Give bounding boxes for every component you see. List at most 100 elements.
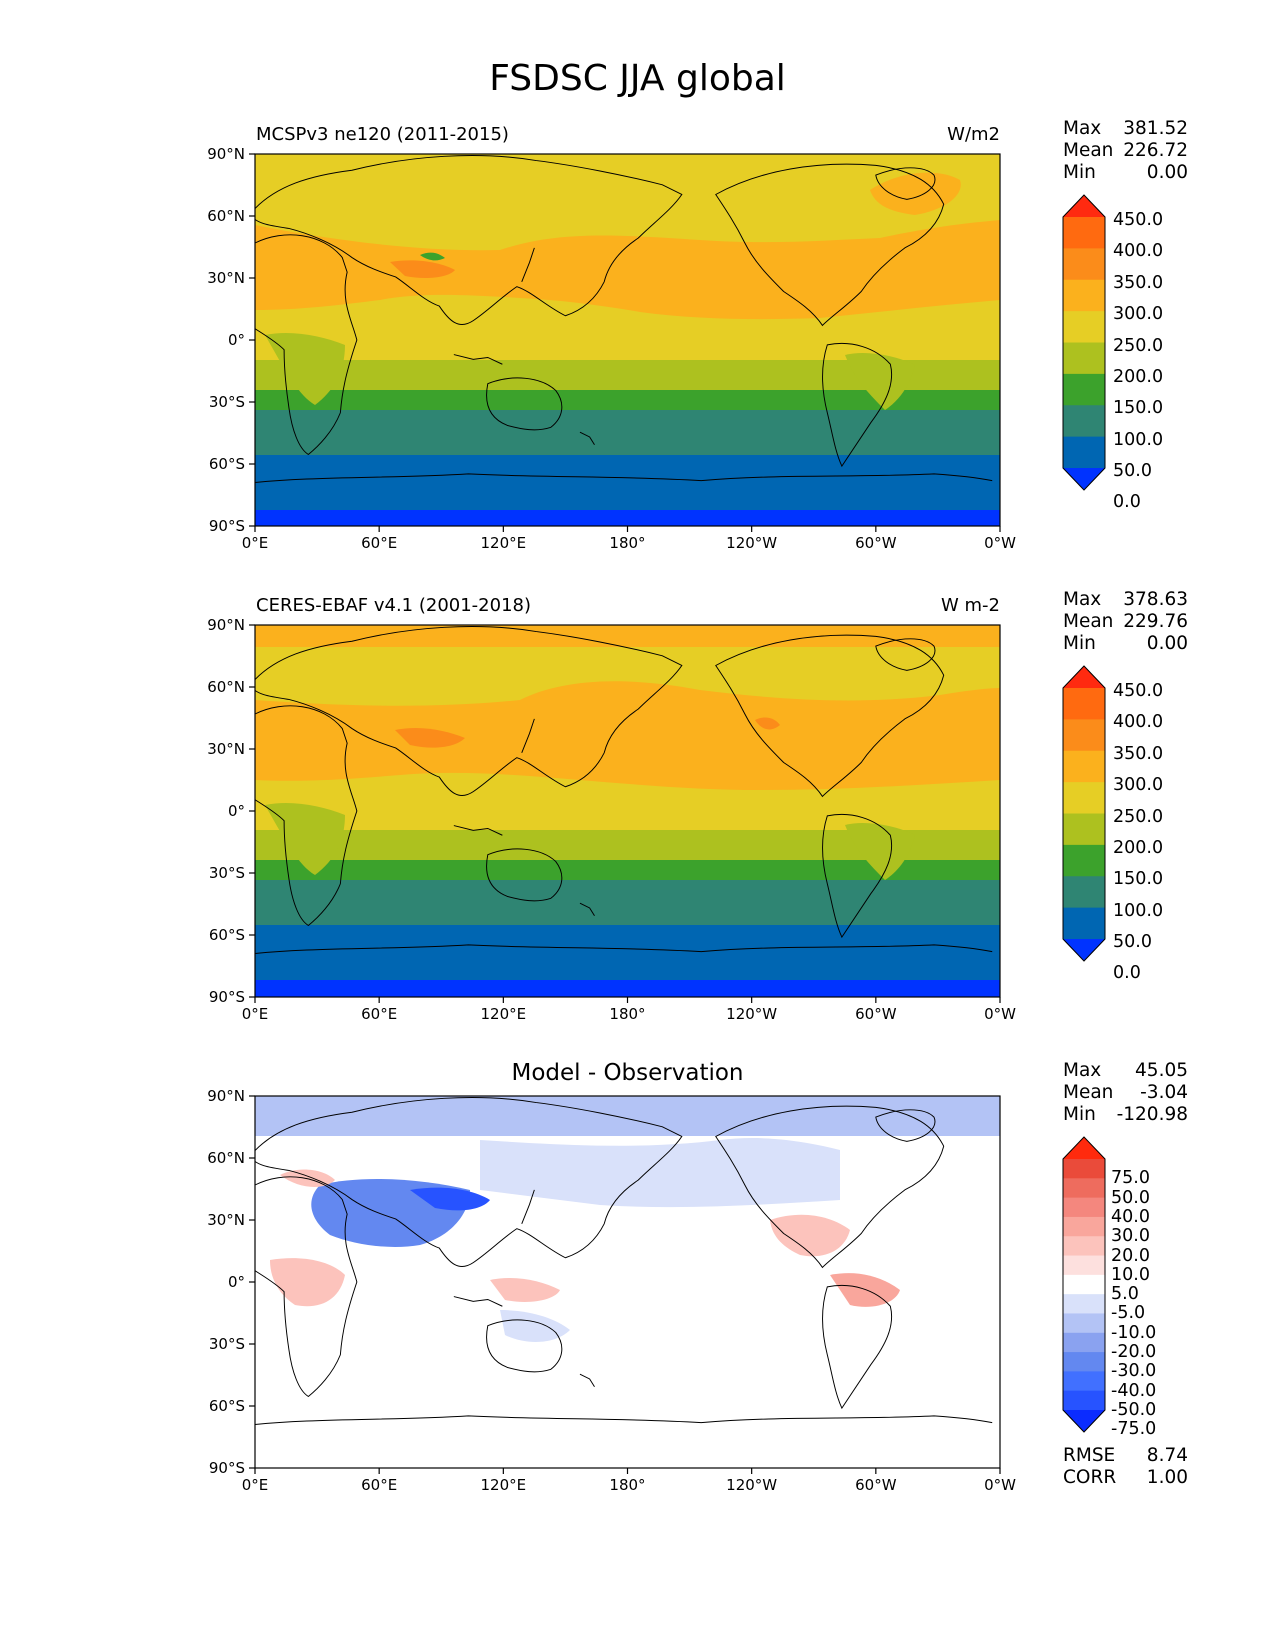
lat-tick-label: 60°N [207, 678, 245, 696]
stat-label: Max [1063, 118, 1102, 139]
colorbar-extend-min [1063, 1410, 1105, 1432]
stat-label: Min [1063, 162, 1096, 183]
lat-tick-label: 60°S [208, 1397, 245, 1415]
colorbar-swatch [1063, 1236, 1105, 1257]
colorbar-model [1062, 194, 1106, 491]
lat-tick-label: 30°N [207, 269, 245, 287]
colorbar-label: 450.0 [1113, 210, 1164, 230]
diff-metrics: RMSE 8.74 CORR 1.00 [1063, 1445, 1188, 1489]
lat-tick-label: 30°S [208, 393, 245, 411]
colorbar-swatch [1063, 248, 1105, 281]
colorbar-label: 100.0 [1113, 900, 1164, 921]
lon-tick-label: 60°E [361, 1005, 398, 1023]
lat-tick-label: 90°N [207, 616, 245, 634]
colorbar-swatch [1063, 405, 1105, 438]
colorbar-swatch [1063, 907, 1105, 940]
metric-label: CORR [1063, 1467, 1117, 1488]
model-field [255, 154, 1000, 526]
colorbars [1062, 194, 1106, 1433]
colorbar-swatch [1063, 750, 1105, 783]
colorbar-outline [1062, 1136, 1106, 1433]
stat-label: Max [1063, 1060, 1102, 1081]
axis-tick-marks [249, 153, 1001, 1474]
lat-tick-label: 0° [227, 331, 245, 349]
colorbar-swatch [1063, 1274, 1105, 1295]
stat-min: 0.00 [1146, 162, 1188, 183]
colorbar-label: -5.0 [1111, 1303, 1146, 1324]
colorbar-extend-min [1063, 468, 1105, 490]
metric-rmse: 8.74 [1146, 1445, 1188, 1466]
colorbar-label: 0.0 [1113, 963, 1141, 984]
stat-label: Mean [1063, 611, 1114, 632]
colorbar-label: 450.0 [1113, 681, 1164, 701]
stat-min: -120.98 [1116, 1104, 1188, 1125]
colorbar-swatch [1063, 436, 1105, 469]
lat-tick-label: 90°N [207, 1087, 245, 1105]
metric-corr: 1.00 [1146, 1467, 1188, 1488]
lon-tick-label: 0°W [984, 1005, 1016, 1023]
panel-model-units: W/m2 [947, 124, 1000, 145]
lon-tick-label: 60°W [855, 534, 897, 552]
panel-model-title: MCSPv3 ne120 (2011-2015) [256, 124, 509, 145]
colorbar-swatch [1063, 217, 1105, 249]
diff-stats: Max 45.05 Mean -3.04 Min -120.98 [1063, 1060, 1188, 1126]
colorbar-label: 300.0 [1113, 775, 1164, 796]
lat-tick-label: 30°N [207, 1211, 245, 1229]
colorbar-extend-min [1063, 939, 1105, 961]
stat-max: 45.05 [1135, 1060, 1188, 1081]
colorbar-swatch [1063, 1313, 1105, 1334]
lat-tick-label: 30°S [208, 1335, 245, 1353]
lon-tick-label: 60°E [361, 534, 398, 552]
lon-tick-label: 0°E [241, 534, 269, 552]
lon-tick-label: 120°W [726, 534, 778, 552]
colorbar-label: 300.0 [1113, 304, 1164, 325]
colorbar-swatch [1063, 782, 1105, 814]
stat-mean: 229.76 [1123, 611, 1188, 632]
colorbar-swatch [1063, 813, 1105, 846]
lon-tick-label: 180° [609, 534, 646, 552]
colorbar-swatch [1063, 1197, 1105, 1218]
stat-min: 0.00 [1146, 633, 1188, 654]
colorbar-swatch [1063, 1159, 1105, 1179]
obs-stats: Max 378.63 Mean 229.76 Min 0.00 [1063, 589, 1188, 655]
lat-tick-label: 0° [227, 802, 245, 820]
colorbar-label: -30.0 [1111, 1361, 1157, 1382]
model-stats: Max 381.52 Mean 226.72 Min 0.00 [1063, 118, 1188, 184]
colorbar-swatch [1063, 688, 1105, 720]
map-panel-diff [254, 1095, 1001, 1469]
colorbar-swatch [1063, 844, 1105, 877]
lon-tick-label: 0°E [241, 1476, 269, 1494]
lon-tick-label: 180° [609, 1005, 646, 1023]
lon-tick-label: 0°W [984, 1476, 1016, 1494]
lon-tick-label: 120°W [726, 1476, 778, 1494]
lon-tick-label: 60°E [361, 1476, 398, 1494]
lat-tick-label: 60°N [207, 207, 245, 225]
colorbar-extend-max [1063, 1137, 1105, 1159]
stat-label: Mean [1063, 1082, 1114, 1103]
colorbar-label: 40.0 [1111, 1206, 1150, 1227]
lat-tick-label: 30°S [208, 864, 245, 882]
colorbar-label: 20.0 [1111, 1245, 1150, 1266]
lat-tick-label: 90°S [208, 1459, 245, 1477]
colorbar-outline [1062, 665, 1106, 962]
stat-label: Max [1063, 589, 1102, 610]
lat-tick-label: 60°S [208, 455, 245, 473]
colorbar-label: 150.0 [1113, 869, 1164, 890]
colorbar-label: 0.0 [1113, 492, 1141, 513]
colorbar-swatch [1063, 719, 1105, 752]
stat-max: 381.52 [1123, 118, 1188, 139]
colorbar-swatch [1063, 1352, 1105, 1372]
colorbar-swatch [1063, 373, 1105, 406]
diff-field [255, 1096, 1000, 1468]
colorbar-label: 350.0 [1113, 743, 1164, 764]
colorbar-outline [1062, 194, 1106, 491]
colorbar-label: 200.0 [1113, 837, 1164, 858]
colorbar-label: 250.0 [1113, 806, 1164, 827]
lat-tick-label: 90°N [207, 145, 245, 163]
lon-tick-label: 120°E [480, 1005, 527, 1023]
colorbar-label: 50.0 [1113, 932, 1152, 952]
lon-tick-label: 180° [609, 1476, 646, 1494]
stat-max: 378.63 [1123, 589, 1188, 610]
colorbar-label: 50.0 [1113, 461, 1152, 481]
